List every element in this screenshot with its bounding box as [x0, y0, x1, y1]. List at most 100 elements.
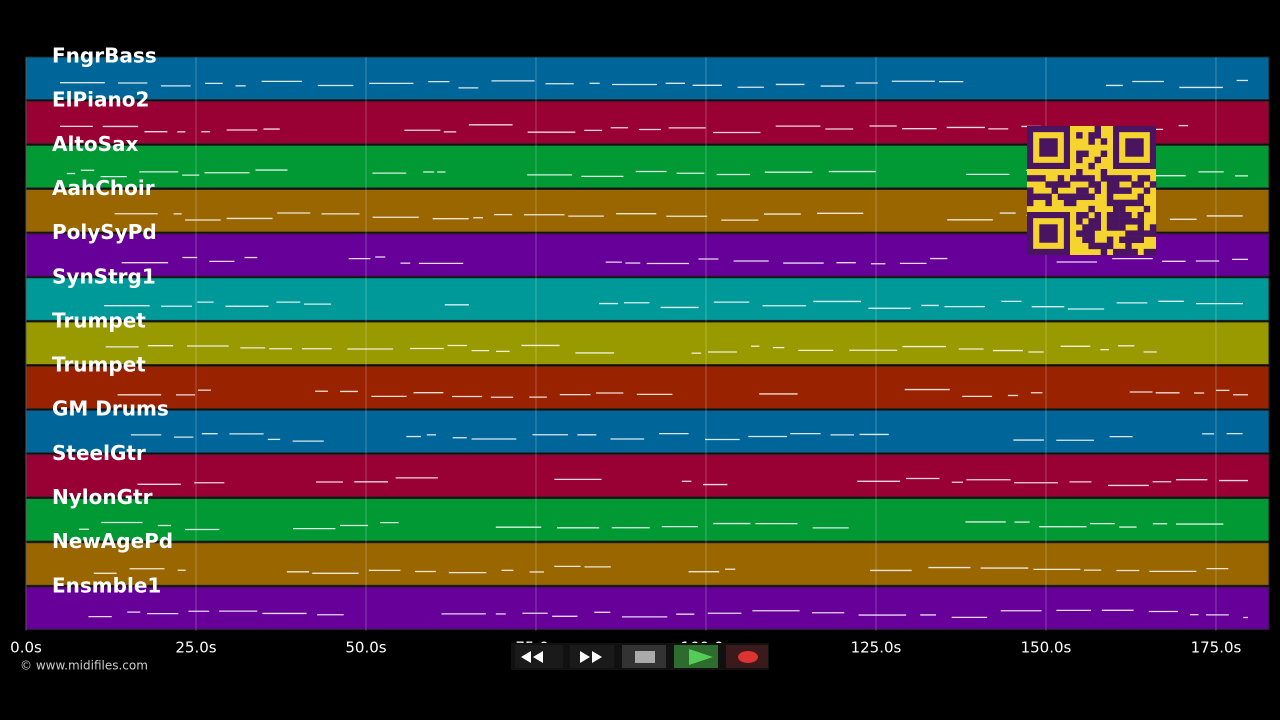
track-name: NewAgePd	[52, 529, 173, 553]
qr-cell	[1100, 242, 1108, 250]
qr-cell	[1076, 193, 1083, 201]
qr-cell	[1131, 230, 1138, 237]
qr-cell	[1119, 248, 1126, 256]
forward-button[interactable]	[570, 645, 614, 668]
qr-cell	[1149, 230, 1157, 237]
track-name: GM Drums	[52, 397, 169, 421]
qr-cell	[1137, 212, 1145, 219]
qr-cell	[1076, 156, 1083, 164]
rewind-button[interactable]	[515, 645, 563, 668]
qr-cell	[1137, 236, 1145, 244]
qr-cell	[1125, 248, 1132, 256]
qr-cell	[1082, 212, 1089, 219]
qr-cell	[1088, 181, 1095, 188]
x-tick-label: 150.0s	[1021, 639, 1072, 657]
qr-cell	[1149, 224, 1157, 231]
qr-cell	[1070, 175, 1077, 182]
qr-cell	[1106, 218, 1114, 225]
qr-cell	[1039, 175, 1046, 182]
qr-cell	[1082, 236, 1089, 244]
qr-cell	[1088, 242, 1095, 250]
qr-cell	[1039, 193, 1046, 201]
qr-cell	[1082, 175, 1089, 182]
qr-cell	[1076, 132, 1083, 139]
track-name: FngrBass	[52, 44, 157, 68]
track-name: Trumpet	[52, 353, 146, 377]
qr-cell	[1063, 193, 1071, 201]
qr-cell	[1094, 218, 1102, 225]
qr-cell	[1137, 218, 1145, 225]
qr-cell	[1125, 199, 1132, 207]
qr-finder	[1125, 138, 1144, 157]
qr-cell	[1113, 212, 1120, 219]
track-name: ElPiano2	[52, 88, 149, 112]
qr-cell	[1119, 175, 1126, 182]
qr-cell	[1094, 242, 1102, 250]
qr-cell	[1137, 193, 1145, 201]
qr-cell	[1076, 169, 1083, 176]
qr-cell	[1106, 224, 1114, 231]
track-band	[25, 498, 1270, 542]
qr-cell	[1082, 230, 1089, 237]
qr-cell	[1106, 199, 1114, 207]
play-button[interactable]	[674, 645, 718, 668]
qr-cell	[1106, 236, 1114, 244]
qr-cell	[1088, 138, 1095, 145]
qr-cell	[1070, 199, 1077, 207]
qr-cell	[1125, 236, 1132, 244]
qr-cell	[1094, 212, 1102, 219]
qr-cell	[1051, 181, 1059, 188]
qr-cell	[1094, 156, 1102, 164]
qr-cell	[1113, 248, 1120, 256]
qr-cell	[1076, 230, 1083, 237]
qr-cell	[1088, 205, 1095, 213]
qr-cell	[1045, 181, 1052, 188]
stop-button[interactable]	[622, 645, 666, 668]
qr-cell	[1100, 175, 1108, 182]
qr-cell	[1119, 236, 1126, 244]
qr-cell	[1113, 199, 1120, 207]
qr-cell	[1082, 224, 1089, 231]
qr-cell	[1137, 181, 1145, 188]
qr-cell	[1131, 248, 1138, 256]
qr-cell	[1119, 187, 1126, 194]
qr-cell	[1076, 212, 1083, 219]
x-tick-label: 25.0s	[175, 639, 216, 657]
qr-cell	[1113, 224, 1120, 231]
qr-cell	[1076, 218, 1083, 225]
qr-cell	[1088, 218, 1095, 225]
qr-cell	[1088, 132, 1095, 139]
qr-cell	[1057, 181, 1065, 188]
qr-cell	[1088, 193, 1095, 201]
qr-cell	[1076, 175, 1083, 182]
x-tick-label: 50.0s	[345, 639, 386, 657]
qr-cell	[1088, 224, 1095, 231]
track-band	[25, 321, 1270, 366]
qr-cell	[1106, 181, 1114, 188]
qr-cell	[1149, 248, 1157, 256]
record-button[interactable]	[726, 645, 768, 668]
qr-finder	[1039, 138, 1058, 157]
qr-cell	[1082, 187, 1089, 194]
qr-cell	[1094, 224, 1102, 231]
qr-cell	[1125, 218, 1132, 225]
qr-cell	[1125, 187, 1132, 194]
qr-finder	[1039, 224, 1058, 243]
qr-cell	[1057, 193, 1065, 201]
qr-cell	[1119, 218, 1126, 225]
qr-cell	[1113, 181, 1120, 188]
qr-cell	[1106, 193, 1114, 201]
qr-cell	[1045, 199, 1052, 207]
track-name: AltoSax	[52, 132, 139, 156]
qr-cell	[1094, 132, 1102, 139]
qr-cell	[1106, 187, 1114, 194]
qr-cell	[1027, 175, 1034, 182]
qr-cell	[1125, 175, 1132, 182]
qr-cell	[1033, 193, 1040, 201]
qr-cell	[1119, 212, 1126, 219]
qr-cell	[1051, 187, 1059, 194]
qr-cell	[1100, 248, 1108, 256]
qr-cell	[1100, 138, 1108, 145]
copyright: © www.midifiles.com	[20, 659, 148, 673]
